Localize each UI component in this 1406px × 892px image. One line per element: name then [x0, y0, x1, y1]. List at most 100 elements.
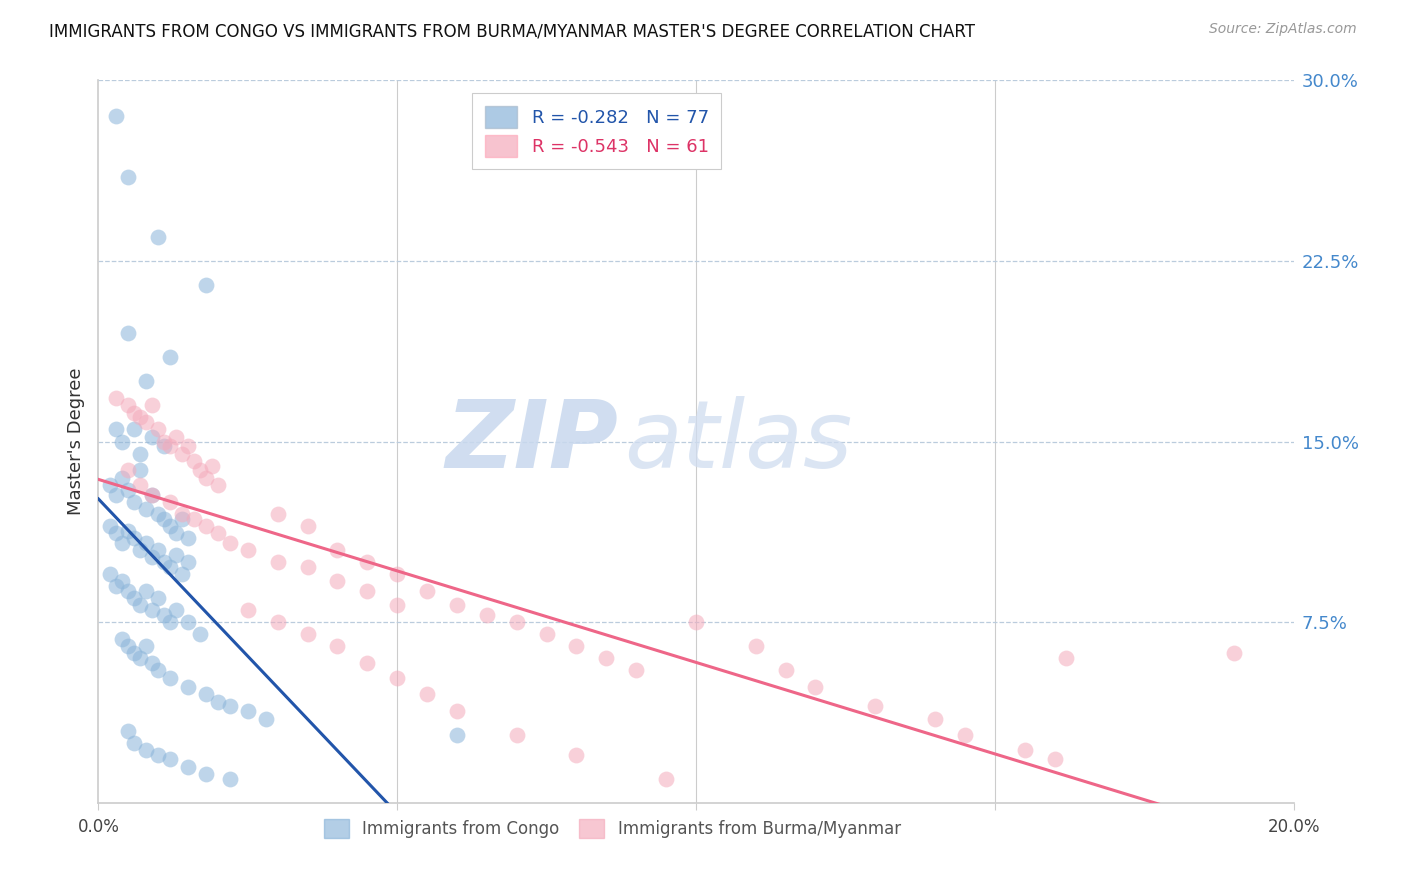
Point: [105, 391, 128, 405]
Point: [326, 542, 349, 557]
Point: [177, 555, 200, 569]
Point: [207, 526, 229, 541]
Point: [172, 567, 194, 582]
Point: [254, 712, 277, 726]
Point: [165, 430, 187, 444]
Point: [195, 767, 218, 781]
Point: [219, 699, 242, 714]
Point: [297, 627, 319, 641]
Point: [111, 632, 134, 646]
Point: [177, 680, 200, 694]
Point: [117, 326, 139, 340]
Point: [177, 531, 200, 545]
Point: [775, 664, 797, 678]
Point: [326, 574, 349, 589]
Point: [595, 651, 617, 665]
Point: [172, 446, 194, 460]
Point: [117, 524, 139, 538]
Point: [356, 555, 378, 569]
Point: [117, 483, 139, 497]
Point: [111, 574, 134, 589]
Point: [148, 230, 170, 244]
Point: [141, 487, 163, 501]
Point: [148, 542, 170, 557]
Legend: Immigrants from Congo, Immigrants from Burma/Myanmar: Immigrants from Congo, Immigrants from B…: [318, 813, 907, 845]
Point: [159, 439, 181, 453]
Point: [297, 518, 319, 533]
Point: [148, 664, 170, 678]
Point: [165, 526, 187, 541]
Point: [141, 487, 163, 501]
Point: [1223, 647, 1246, 661]
Point: [1056, 651, 1078, 665]
Point: [117, 723, 139, 738]
Text: Source: ZipAtlas.com: Source: ZipAtlas.com: [1209, 22, 1357, 37]
Point: [297, 559, 319, 574]
Point: [201, 458, 224, 473]
Point: [236, 603, 259, 617]
Point: [159, 494, 181, 508]
Point: [172, 507, 194, 521]
Point: [326, 639, 349, 653]
Point: [98, 478, 122, 492]
Point: [219, 772, 242, 786]
Point: [141, 603, 163, 617]
Point: [536, 627, 558, 641]
Point: [124, 406, 146, 420]
Point: [565, 639, 588, 653]
Point: [135, 415, 157, 429]
Point: [148, 422, 170, 436]
Point: [1014, 743, 1036, 757]
Point: [129, 446, 152, 460]
Point: [267, 507, 290, 521]
Point: [195, 518, 218, 533]
Text: atlas: atlas: [624, 396, 852, 487]
Point: [159, 671, 181, 685]
Point: [129, 478, 152, 492]
Point: [117, 169, 139, 184]
Point: [124, 494, 146, 508]
Point: [135, 374, 157, 388]
Point: [105, 422, 128, 436]
Point: [153, 439, 176, 453]
Text: ZIP: ZIP: [446, 395, 619, 488]
Point: [124, 735, 146, 749]
Point: [141, 656, 163, 670]
Point: [804, 680, 827, 694]
Point: [105, 526, 128, 541]
Point: [111, 434, 134, 449]
Point: [153, 511, 176, 525]
Point: [446, 728, 468, 742]
Point: [153, 555, 176, 569]
Point: [506, 615, 529, 630]
Point: [124, 647, 146, 661]
Point: [148, 507, 170, 521]
Point: [219, 535, 242, 549]
Point: [135, 639, 157, 653]
Point: [153, 434, 176, 449]
Point: [111, 470, 134, 484]
Point: [135, 535, 157, 549]
Point: [129, 463, 152, 477]
Point: [626, 664, 648, 678]
Point: [416, 583, 439, 598]
Point: [177, 615, 200, 630]
Point: [356, 583, 378, 598]
Point: [385, 567, 409, 582]
Point: [267, 555, 290, 569]
Point: [475, 607, 498, 622]
Point: [124, 591, 146, 605]
Point: [356, 656, 378, 670]
Point: [416, 687, 439, 701]
Point: [148, 747, 170, 762]
Y-axis label: Master's Degree: Master's Degree: [66, 368, 84, 516]
Point: [105, 579, 128, 593]
Point: [195, 277, 218, 292]
Point: [129, 410, 152, 425]
Point: [98, 567, 122, 582]
Point: [177, 760, 200, 774]
Point: [135, 583, 157, 598]
Point: [117, 639, 139, 653]
Point: [129, 599, 152, 613]
Point: [124, 422, 146, 436]
